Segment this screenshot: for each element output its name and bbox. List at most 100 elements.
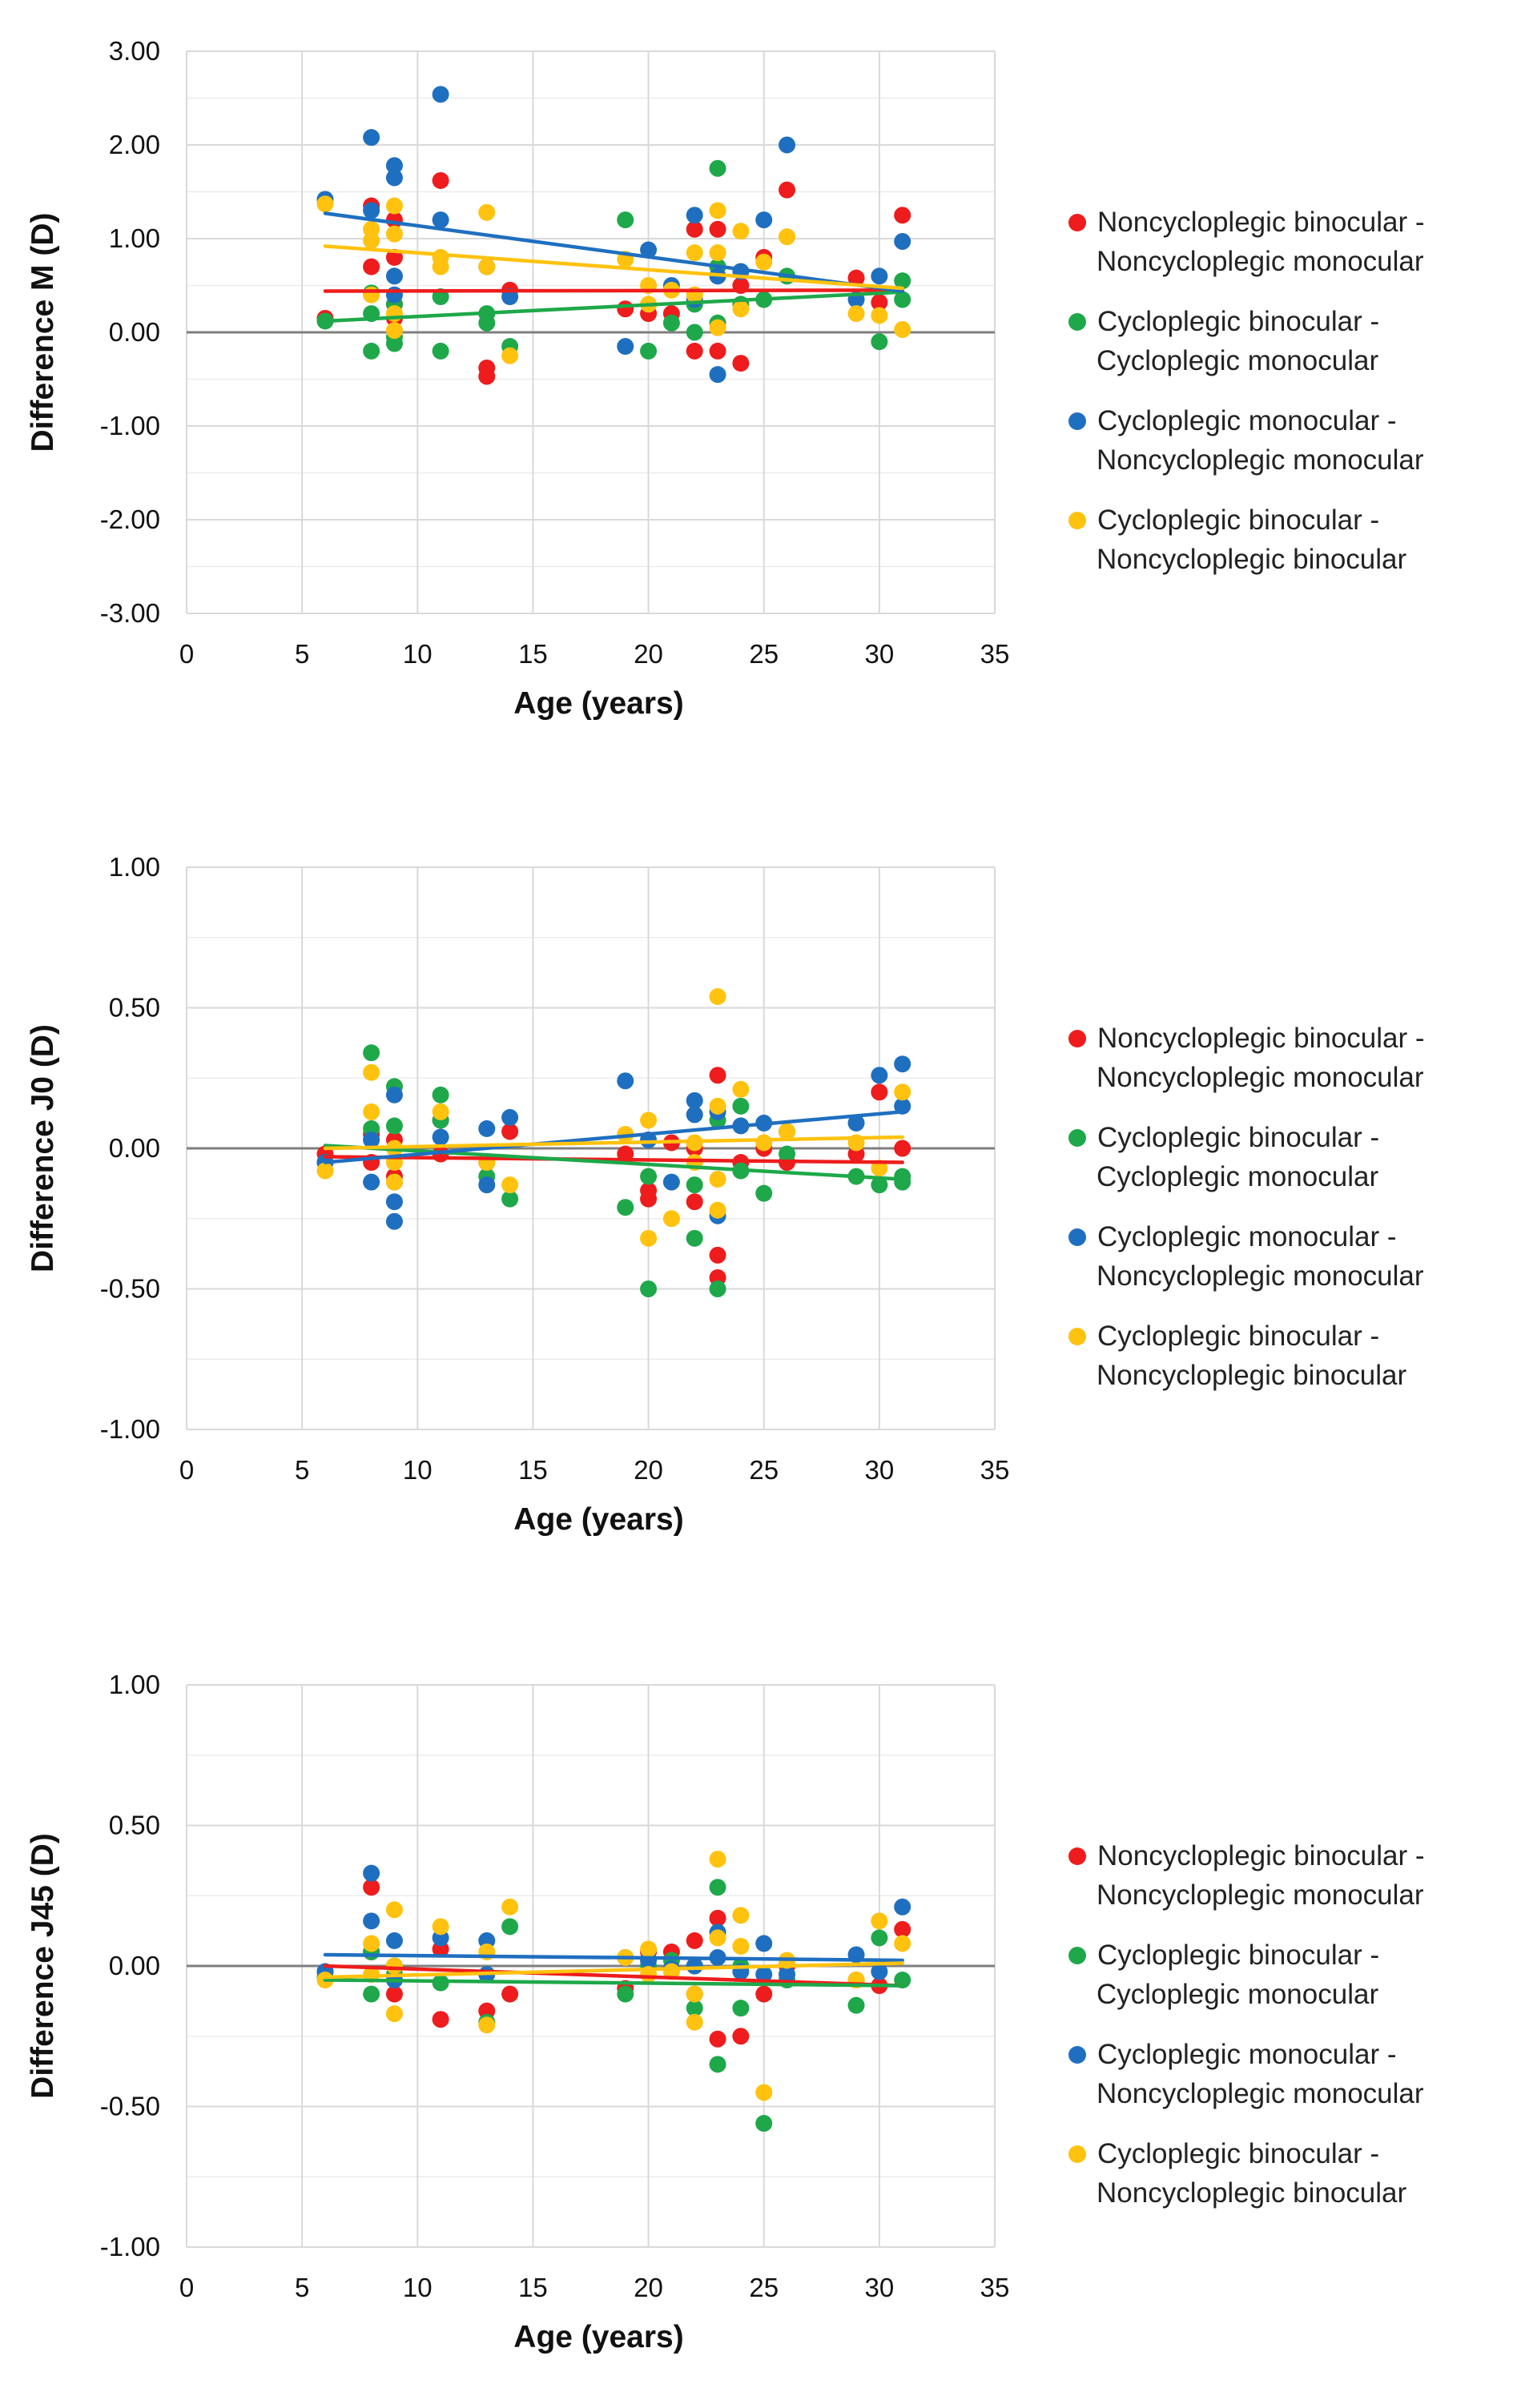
point-cyclo-mono-noncyclo-mono (686, 1091, 703, 1109)
point-cyclo-mono-noncyclo-mono (363, 1131, 380, 1148)
legend-label-noncyclo-bin-mono: Noncycloplegic binocular - (1097, 1023, 1425, 1054)
point-noncyclo-bin-mono (363, 258, 380, 275)
point-cyclo-bin-noncyclo-bin (316, 1162, 334, 1180)
point-cyclo-bin-noncyclo-bin (755, 2084, 773, 2101)
point-cyclo-mono-noncyclo-mono (871, 1067, 888, 1084)
point-noncyclo-bin-mono (709, 1067, 726, 1084)
point-cyclo-mono-noncyclo-mono (363, 202, 380, 219)
point-noncyclo-bin-mono (686, 342, 703, 360)
point-cyclo-bin-noncyclo-bin (709, 319, 726, 336)
point-cyclo-bin-mono (363, 342, 380, 360)
legend-label-cyclo-bin-mono: Cycloplegic monocular (1097, 1161, 1378, 1192)
x-tick-label: 0 (179, 639, 194, 669)
x-axis-title: Age (years) (513, 1502, 683, 1537)
point-cyclo-bin-noncyclo-bin (732, 1937, 750, 1955)
point-noncyclo-bin-mono (847, 269, 865, 287)
point-noncyclo-bin-mono (686, 220, 703, 238)
point-cyclo-bin-noncyclo-bin (709, 1201, 726, 1219)
point-noncyclo-bin-mono (894, 1140, 911, 1157)
point-noncyclo-bin-mono (640, 1190, 658, 1208)
point-cyclo-bin-mono (779, 1145, 796, 1163)
point-cyclo-bin-mono (709, 2056, 726, 2073)
point-cyclo-bin-noncyclo-bin (316, 195, 334, 213)
y-tick-label: -1.00 (100, 411, 160, 440)
point-cyclo-bin-mono (385, 1117, 403, 1135)
x-tick-label: 5 (295, 1455, 309, 1485)
legend-label-cyclo-bin-noncyclo-bin: Cycloplegic binocular - (1097, 505, 1379, 536)
point-cyclo-bin-noncyclo-bin (709, 1929, 726, 1947)
point-cyclo-mono-noncyclo-mono (501, 1108, 519, 1126)
point-noncyclo-bin-mono (432, 171, 449, 189)
point-cyclo-mono-noncyclo-mono (871, 267, 888, 285)
point-noncyclo-bin-mono (432, 2011, 449, 2028)
point-cyclo-bin-noncyclo-bin (894, 1935, 911, 1952)
point-cyclo-bin-mono (755, 2115, 773, 2133)
legend-label-cyclo-bin-mono: Cycloplegic binocular - (1097, 1940, 1379, 1971)
point-cyclo-bin-mono (732, 1097, 750, 1115)
point-cyclo-bin-mono (871, 333, 888, 351)
y-tick-label: 0.00 (109, 1951, 160, 1980)
point-noncyclo-bin-mono (894, 1920, 911, 1938)
point-cyclo-bin-noncyclo-bin (385, 322, 403, 340)
y-tick-label: -0.50 (100, 2092, 160, 2121)
point-cyclo-mono-noncyclo-mono (894, 1898, 911, 1916)
point-cyclo-bin-mono (617, 1985, 634, 2003)
point-cyclo-bin-noncyclo-bin (478, 258, 496, 275)
point-cyclo-bin-noncyclo-bin (894, 320, 911, 338)
point-noncyclo-bin-mono (709, 2030, 726, 2048)
point-cyclo-bin-noncyclo-bin (432, 258, 449, 275)
point-cyclo-mono-noncyclo-mono (385, 1193, 403, 1211)
trendline-cyclo-bin-mono (323, 290, 904, 324)
x-tick-label: 30 (864, 639, 894, 669)
point-cyclo-bin-mono (617, 211, 634, 229)
legend-label-cyclo-bin-noncyclo-bin: Noncycloplegic binocular (1097, 2177, 1406, 2209)
point-cyclo-bin-mono (385, 335, 403, 352)
point-noncyclo-bin-mono (709, 1909, 726, 1927)
point-cyclo-bin-noncyclo-bin (501, 1898, 519, 1916)
y-tick-label: -3.00 (100, 598, 160, 628)
legend-label-cyclo-bin-noncyclo-bin: Cycloplegic binocular - (1097, 1321, 1379, 1352)
point-cyclo-mono-noncyclo-mono (385, 1086, 403, 1103)
point-cyclo-bin-mono (363, 1044, 380, 1062)
legend-label-cyclo-bin-noncyclo-bin: Noncycloplegic binocular (1097, 544, 1406, 575)
point-cyclo-bin-noncyclo-bin (640, 1940, 658, 1958)
point-cyclo-mono-noncyclo-mono (385, 157, 403, 175)
point-cyclo-bin-mono (617, 1199, 634, 1216)
legend-marker-cyclo-bin-noncyclo-bin (1068, 512, 1086, 529)
point-cyclo-bin-noncyclo-bin (385, 1957, 403, 1975)
trendline-cyclo-mono-noncyclo-mono (323, 211, 904, 293)
point-cyclo-bin-mono (709, 1280, 726, 1297)
point-cyclo-bin-mono (686, 1176, 703, 1194)
legend-label-cyclo-bin-noncyclo-bin: Noncycloplegic binocular (1097, 1360, 1406, 1391)
x-axis-title: Age (years) (513, 2320, 683, 2354)
point-cyclo-bin-mono (686, 324, 703, 341)
legend-label-cyclo-bin-noncyclo-bin: Cycloplegic binocular - (1097, 2138, 1379, 2169)
y-tick-label: 0.50 (109, 1811, 160, 1840)
point-cyclo-mono-noncyclo-mono (432, 211, 449, 229)
point-cyclo-bin-noncyclo-bin (709, 1097, 726, 1115)
point-cyclo-bin-mono (501, 1190, 519, 1208)
point-cyclo-mono-noncyclo-mono (894, 1055, 911, 1073)
point-noncyclo-bin-mono (894, 207, 911, 224)
y-tick-label: -2.00 (100, 505, 160, 534)
point-cyclo-mono-noncyclo-mono (640, 241, 658, 259)
point-noncyclo-bin-mono (732, 2028, 750, 2045)
point-cyclo-bin-noncyclo-bin (432, 1103, 449, 1120)
point-cyclo-mono-noncyclo-mono (432, 86, 449, 103)
point-cyclo-bin-noncyclo-bin (871, 307, 888, 324)
point-cyclo-bin-noncyclo-bin (640, 1229, 658, 1247)
point-noncyclo-bin-mono (385, 1985, 403, 2003)
point-cyclo-mono-noncyclo-mono (363, 1864, 380, 1882)
point-noncyclo-bin-mono (755, 1985, 773, 2003)
y-tick-label: 1.00 (109, 1670, 160, 1699)
point-cyclo-mono-noncyclo-mono (662, 1173, 680, 1191)
x-tick-label: 15 (518, 639, 548, 669)
legend-marker-noncyclo-bin-mono (1068, 1847, 1086, 1865)
point-cyclo-mono-noncyclo-mono (871, 1963, 888, 1980)
point-noncyclo-bin-mono (501, 1985, 519, 2003)
y-tick-label: -0.50 (100, 1274, 160, 1304)
point-cyclo-bin-noncyclo-bin (686, 1985, 703, 2003)
y-axis-title: Difference J0 (D) (26, 1024, 60, 1272)
point-cyclo-bin-noncyclo-bin (779, 1123, 796, 1140)
point-cyclo-bin-noncyclo-bin (501, 1176, 519, 1194)
